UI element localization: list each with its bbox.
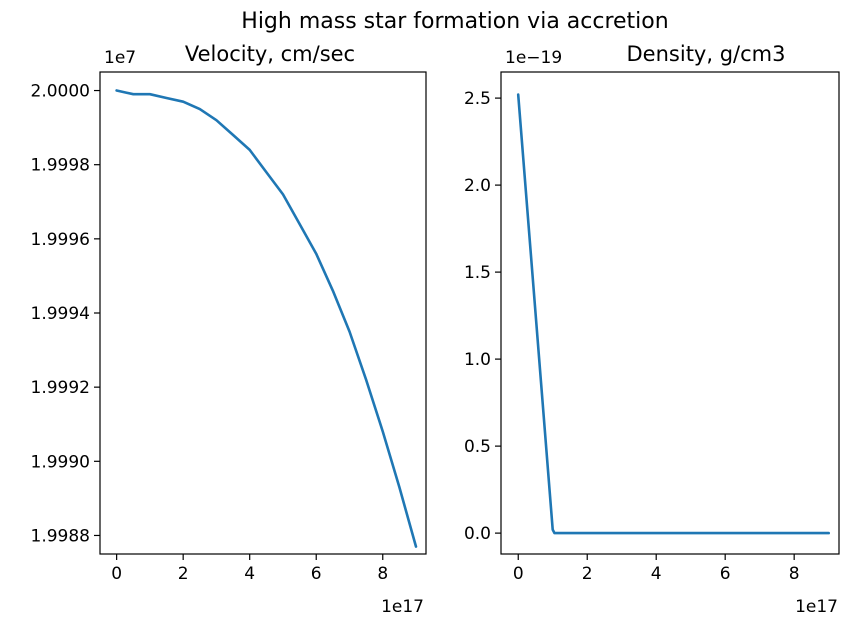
density-x-tick-label: 6 [720, 564, 731, 584]
density-y-tick-label: 1.5 [464, 263, 491, 283]
density-x-tick-label: 8 [789, 564, 800, 584]
velocity-y-tick-label: 1.9994 [31, 304, 90, 324]
density-series-line [516, 93, 831, 535]
velocity-x-tick-label: 2 [178, 564, 189, 584]
density-title: Density, g/cm3 [627, 42, 786, 66]
density-y-tick-label: 0.0 [464, 524, 491, 544]
density-y-offset-label: 1e−19 [505, 48, 562, 68]
velocity-x-offset-label: 1e17 [381, 597, 424, 617]
density-x-offset-label: 1e17 [795, 597, 838, 617]
velocity-y-tick-label: 1.9990 [31, 452, 90, 472]
velocity-plot-frame [99, 71, 427, 555]
velocity-y-tick-label: 1.9988 [31, 526, 90, 546]
density-plot-frame [500, 71, 840, 555]
figure-suptitle: High mass star formation via accretion [241, 9, 668, 34]
velocity-y-offset-label: 1e7 [104, 48, 136, 68]
density-panel: Density, g/cm3 1e−19 1e17 0 2 4 6 8 0.0 0.5 1.… [464, 42, 840, 617]
velocity-x-tick-label: 6 [311, 564, 322, 584]
velocity-x-tick-label: 4 [244, 564, 255, 584]
density-y-tick-label: 1.0 [464, 350, 491, 370]
density-x-tick-label: 2 [582, 564, 593, 584]
density-y-tick-label: 2.0 [464, 176, 491, 196]
velocity-y-tick-label: 1.9996 [31, 230, 90, 250]
density-x-tick-label: 0 [513, 564, 524, 584]
density-y-tick-label: 2.5 [464, 89, 491, 109]
velocity-x-tick-label: 0 [111, 564, 122, 584]
density-y-tick-label: 0.5 [464, 437, 491, 457]
velocity-panel: Velocity, cm/sec 1e7 1e17 0 2 4 6 8 1.9988 1.… [31, 42, 427, 617]
velocity-series-line [115, 89, 418, 548]
velocity-title: Velocity, cm/sec [185, 42, 355, 66]
velocity-y-tick-label: 1.9998 [31, 156, 90, 176]
velocity-y-tick-label: 2.0000 [31, 82, 90, 102]
velocity-y-tick-label: 1.9992 [31, 378, 90, 398]
velocity-x-tick-label: 8 [377, 564, 388, 584]
density-x-tick-label: 4 [651, 564, 662, 584]
